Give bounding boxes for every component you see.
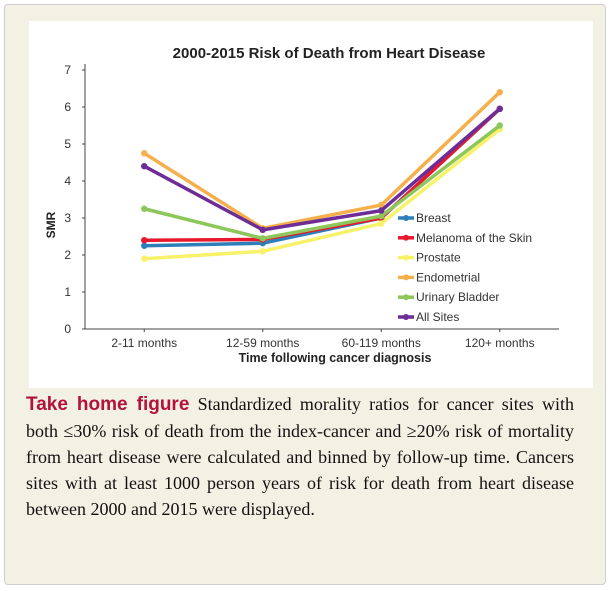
caption-lead: Take home figure [26,394,190,415]
y-tick-label: 6 [64,100,71,114]
y-tick-label: 2 [64,248,71,262]
line-chart: 2000-2015 Risk of Death from Heart Disea… [44,45,559,365]
legend-marker [403,254,409,261]
y-tick-label: 5 [64,137,71,151]
series-line-prostate [142,127,502,261]
legend-label: Endometrial [416,270,480,284]
x-tick-label: 120+ months [465,336,535,350]
legend-label: Melanoma of the Skin [416,231,532,245]
x-tick-label: 60-119 months [342,336,421,350]
data-point [496,122,503,129]
figure-caption: Take home figure Standardized morality r… [26,391,574,522]
legend-label: Breast [416,211,451,225]
y-tick-label: 7 [64,63,71,77]
caption-text: Standardized morality ratios for cancer … [26,394,575,519]
data-point [378,212,385,220]
data-point [259,226,266,234]
data-point [496,105,503,113]
data-point [378,207,385,214]
legend-marker [403,234,409,241]
chart-container: 2000-2015 Risk of Death from Heart Disea… [29,21,593,388]
series-line-urinary-bladder [142,123,502,241]
legend-marker [403,215,409,221]
x-axis-label: Time following cancer diagnosis [239,351,432,365]
x-tick-label: 12-59 months [226,336,299,350]
legend: Breast Melanoma of the Skin Prostate Endome… [398,211,532,324]
data-point [378,201,385,209]
data-point [496,89,503,96]
data-point [259,235,266,242]
series-line-breast [142,107,502,248]
legend-label: Urinary Bladder [416,290,499,304]
x-tick-label: 2-11 months [111,336,177,350]
data-point [259,248,266,255]
y-tick-label: 4 [64,174,71,188]
series-line-endometrial [142,90,502,231]
data-point [141,242,148,249]
legend-marker [403,314,409,320]
data-point [378,220,385,227]
y-tick-label: 1 [64,285,71,299]
legend-label: Prostate [416,251,461,265]
y-tick-label: 3 [64,211,71,225]
legend-marker [403,274,409,281]
axes: 0 1 2 3 4 5 6 7 2-11 months 12-59 months 60-119 mo… [64,63,559,350]
series-line-all-sites [142,107,502,232]
legend-marker [403,294,409,301]
data-point [141,163,148,170]
series-lines [141,89,503,262]
data-point [141,150,148,157]
y-tick-label: 0 [64,322,71,336]
data-point [141,255,148,262]
data-point [141,237,148,244]
legend-label: All Sites [416,310,459,324]
chart-title: 2000-2015 Risk of Death from Heart Disea… [173,45,486,62]
y-axis-label: SMR [44,211,58,238]
data-point [141,205,148,212]
